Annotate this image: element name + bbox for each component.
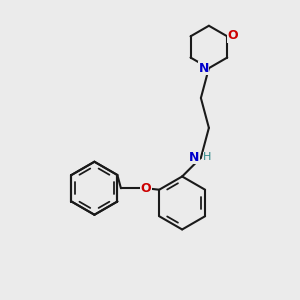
Text: N: N	[189, 151, 200, 164]
Text: N: N	[198, 61, 209, 75]
Text: O: O	[227, 29, 238, 42]
Text: O: O	[141, 182, 151, 195]
Text: H: H	[203, 152, 212, 162]
